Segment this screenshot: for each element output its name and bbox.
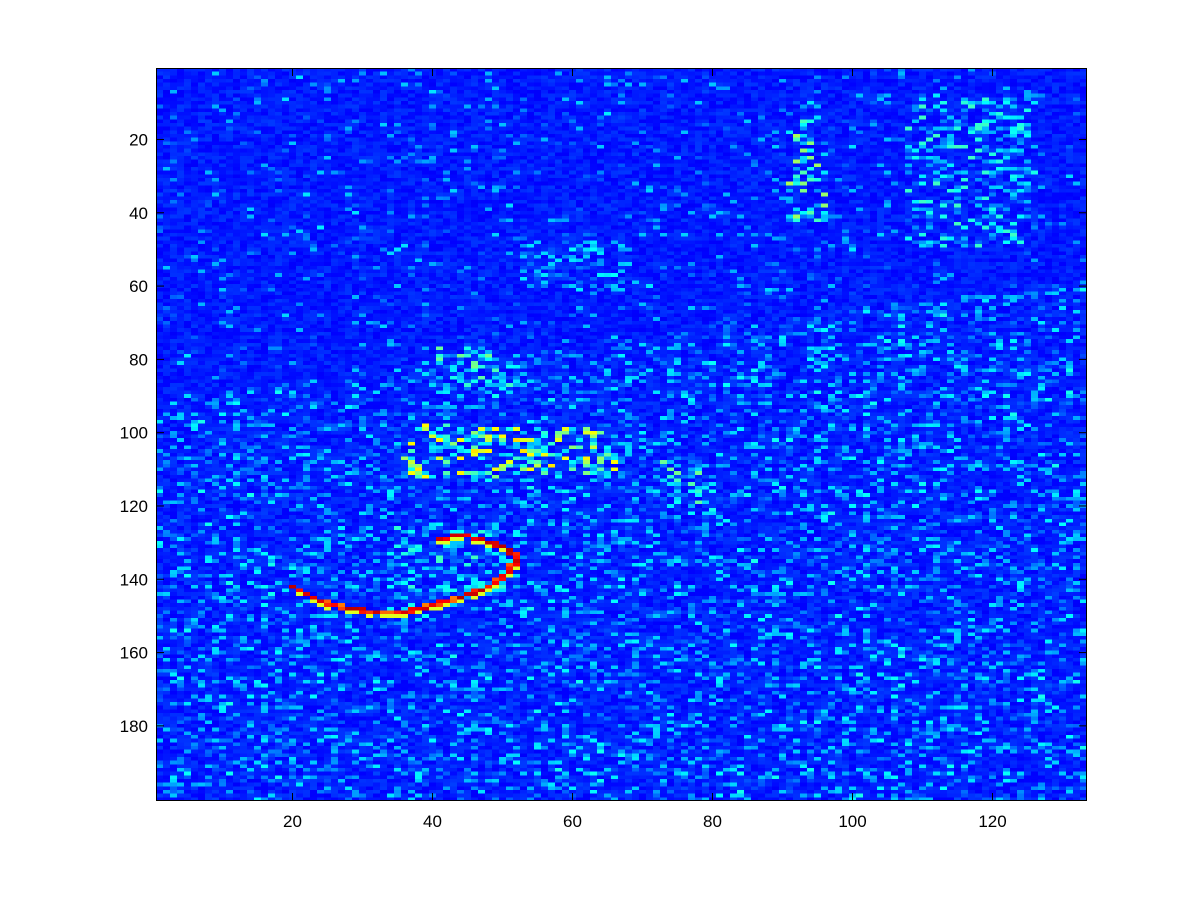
- y-tick-label: 100: [120, 424, 148, 443]
- x-tick-label: 80: [703, 812, 722, 831]
- heatmap-plot-area: [156, 68, 1087, 801]
- y-tick-label: 60: [129, 277, 148, 296]
- x-tick-label: 60: [563, 812, 582, 831]
- y-tick-label: 20: [129, 130, 148, 149]
- y-tick-label: 120: [120, 497, 148, 516]
- x-tick-label: 120: [978, 812, 1006, 831]
- y-axis-ticks: 20 40 60 80 100 120 140 160 180: [120, 130, 1087, 736]
- heatmap-image: [156, 68, 1087, 801]
- x-tick-label: 40: [423, 812, 442, 831]
- x-axis-ticks: 20 40 60 80 100 120: [283, 68, 1007, 831]
- y-tick-label: 40: [129, 204, 148, 223]
- x-tick-label: 100: [838, 812, 866, 831]
- y-tick-label: 80: [129, 350, 148, 369]
- y-tick-label: 160: [120, 644, 148, 663]
- y-tick-label: 140: [120, 570, 148, 589]
- y-tick-label: 180: [120, 717, 148, 736]
- axes-box: [156, 68, 1087, 801]
- x-tick-label: 20: [283, 812, 302, 831]
